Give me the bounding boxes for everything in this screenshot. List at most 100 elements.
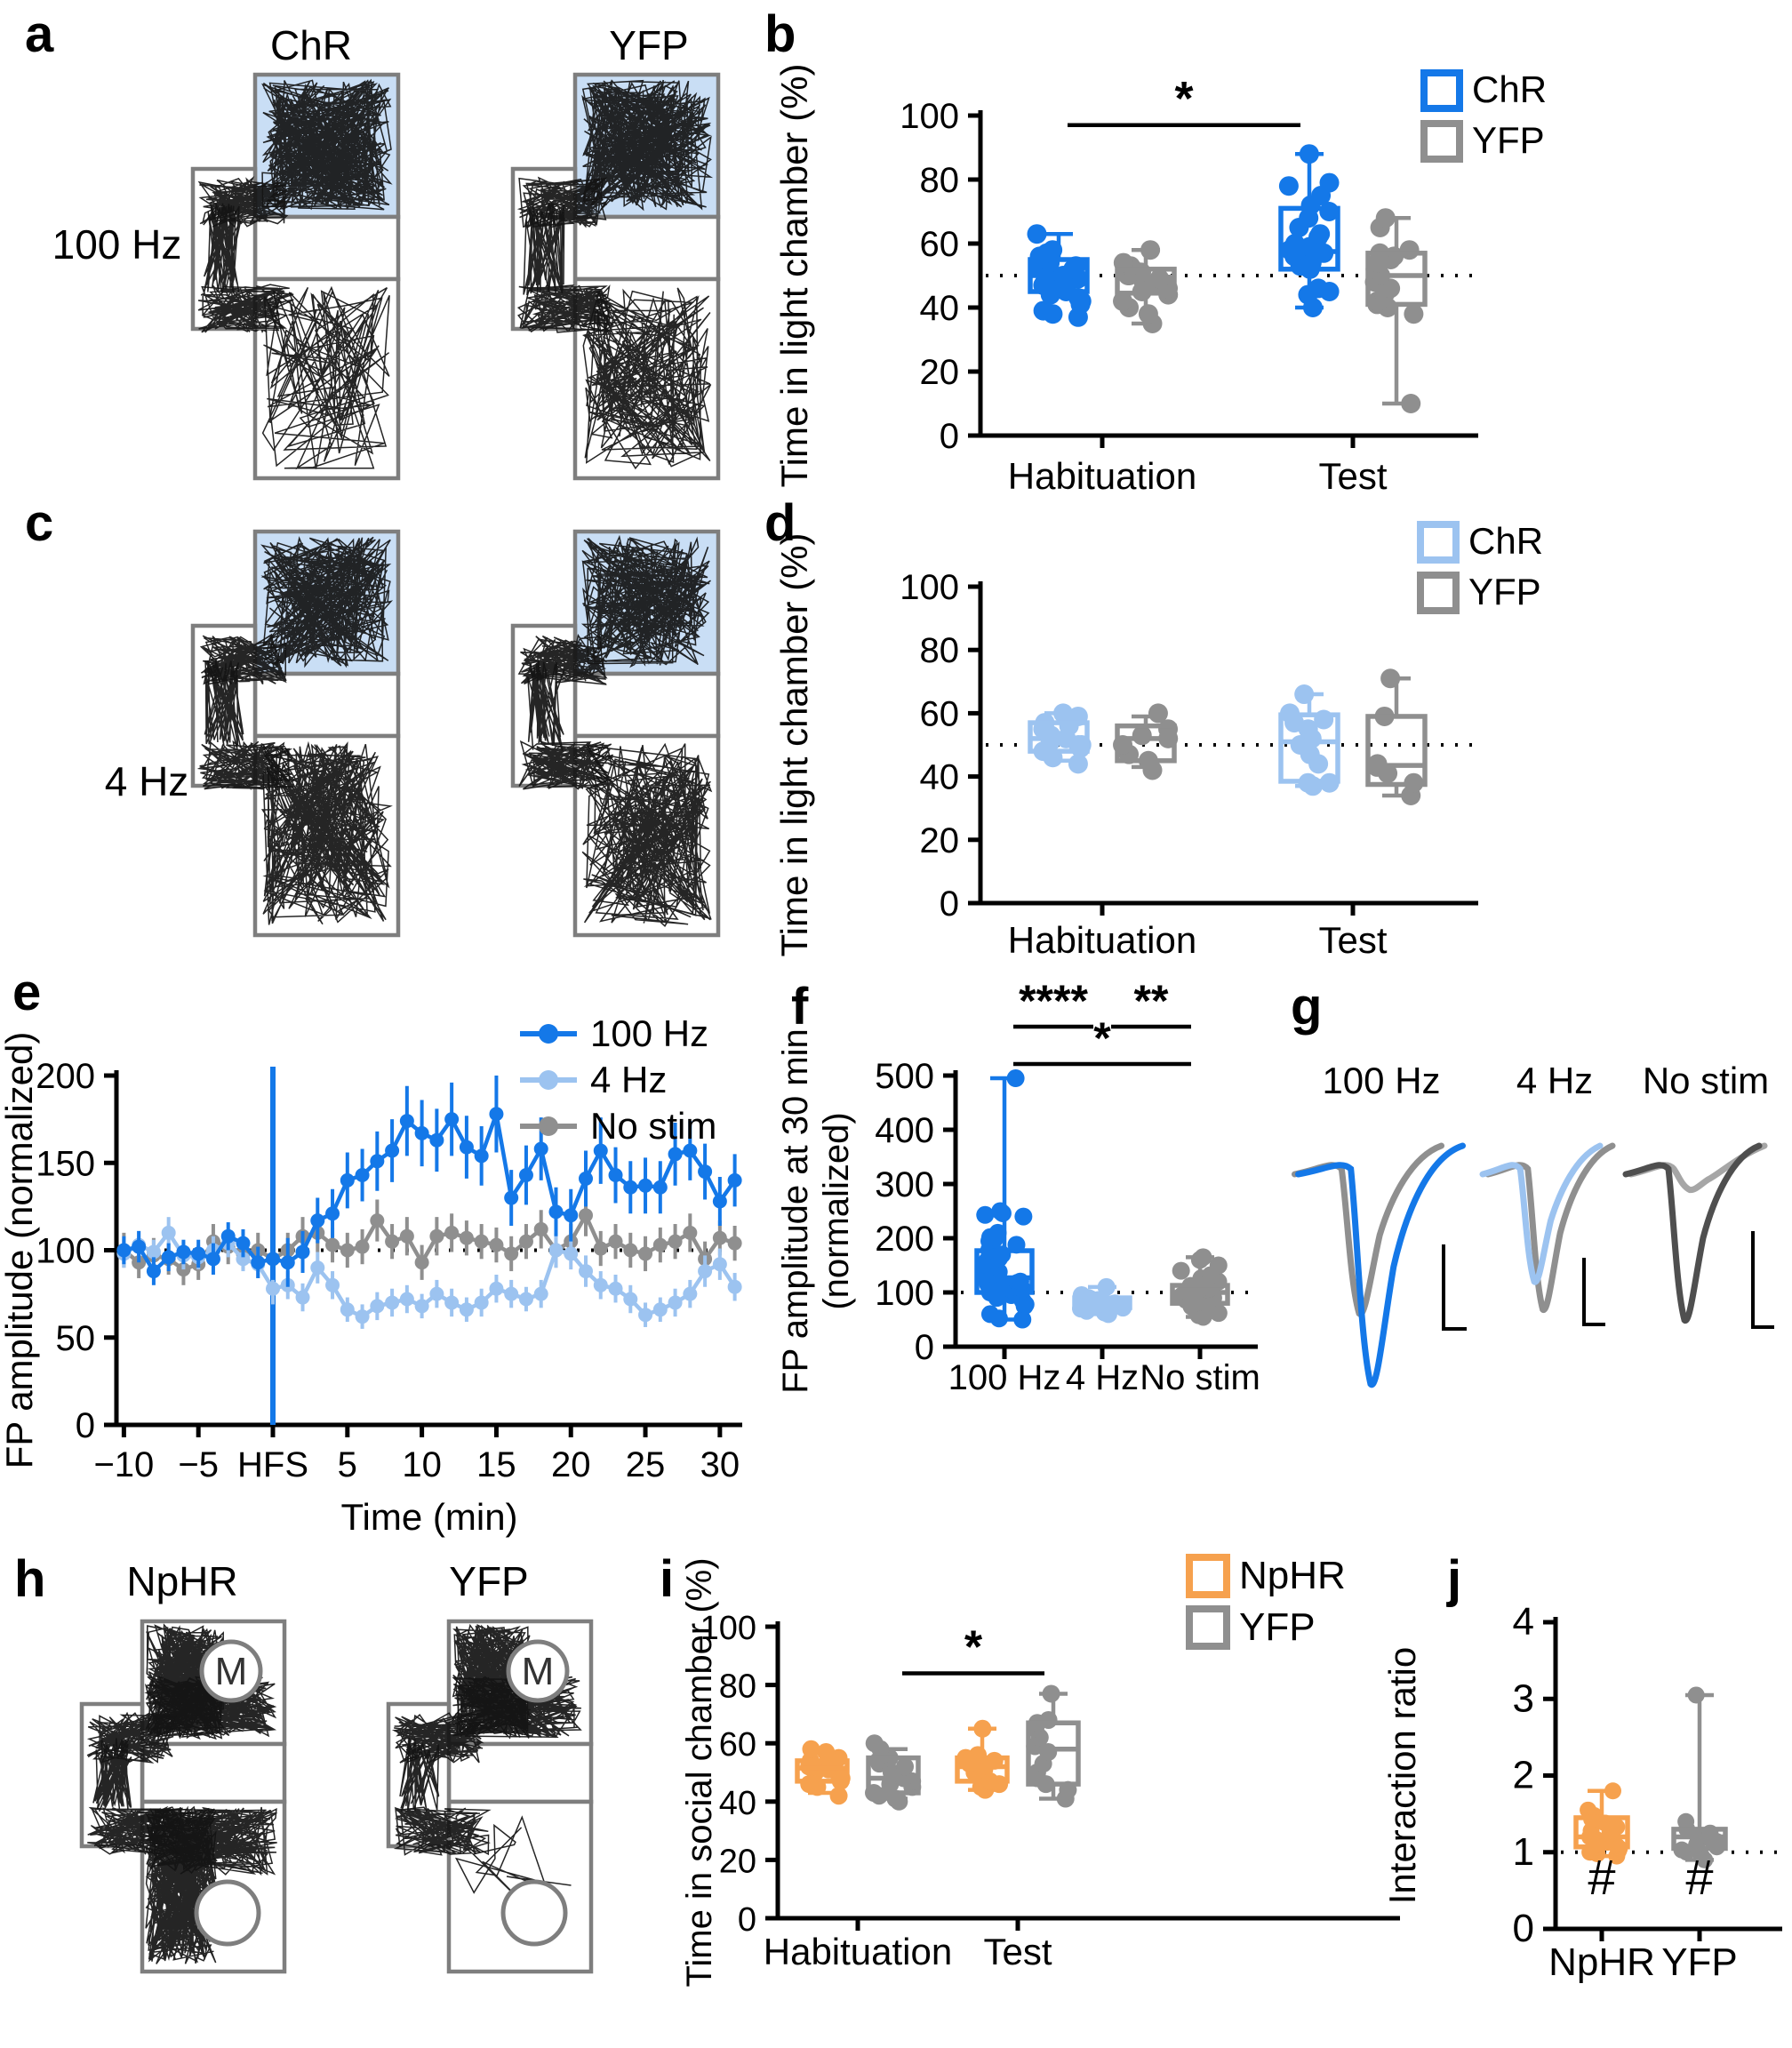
svg-text:Habituation: Habituation: [1008, 919, 1196, 961]
svg-text:100: 100: [900, 97, 959, 136]
svg-text:400: 400: [875, 1111, 934, 1150]
chart-fp-amplitude-timecourse: FP amplitude (normalized) 0 50 100 150 200 −10…: [0, 1012, 742, 1538]
svg-text:4 Hz: 4 Hz: [1066, 1358, 1139, 1397]
svg-text:−10: −10: [93, 1445, 154, 1484]
svg-text:5: 5: [338, 1445, 357, 1484]
svg-text:40: 40: [719, 1785, 756, 1822]
svg-text:Test: Test: [983, 1931, 1052, 1972]
svg-text:30: 30: [700, 1445, 740, 1484]
svg-text:200: 200: [36, 1057, 95, 1096]
svg-text:FP amplitude (normalized): FP amplitude (normalized): [0, 1032, 40, 1469]
svg-text:*: *: [1174, 72, 1193, 125]
svg-text:3: 3: [1513, 1676, 1534, 1720]
panel-letter-g: g: [1291, 978, 1323, 1036]
track-plot-c-yfp: [510, 529, 721, 938]
svg-text:0: 0: [940, 417, 959, 456]
svg-text:YFP: YFP: [1661, 1940, 1738, 1984]
svg-text:Time (min): Time (min): [340, 1496, 517, 1538]
svg-text:(normalized): (normalized): [817, 1112, 856, 1309]
svg-text:M: M: [522, 1650, 555, 1693]
svg-text:100: 100: [875, 1274, 934, 1313]
svg-text:80: 80: [920, 161, 960, 200]
svg-text:YFP: YFP: [1472, 119, 1545, 161]
svg-text:ChR: ChR: [1468, 520, 1543, 562]
panel-letter-c: c: [25, 494, 54, 552]
svg-text:20: 20: [920, 353, 960, 392]
svg-text:No stim: No stim: [1140, 1358, 1260, 1397]
svg-text:NpHR: NpHR: [1548, 1940, 1655, 1984]
svg-text:80: 80: [719, 1668, 756, 1706]
svg-text:100 Hz: 100 Hz: [1322, 1060, 1440, 1101]
track-plot-a-chr: [190, 72, 401, 481]
track-plot-h-nphr: M: [79, 1619, 287, 1974]
chart-interaction-ratio: Interaction ratio 0 1 2 3 4 NpHR YFP # #: [1381, 1600, 1782, 1984]
panel-a-row-label: 100 Hz: [52, 221, 182, 268]
panel-a-header-chr: ChR: [269, 22, 353, 68]
svg-text:**: **: [1134, 976, 1169, 1026]
svg-text:20: 20: [920, 821, 960, 860]
panel-letter-j: j: [1447, 1550, 1462, 1608]
track-plot-h-yfp: M: [386, 1619, 594, 1974]
track-plot-a-yfp: [510, 72, 721, 481]
svg-text:25: 25: [626, 1445, 666, 1484]
svg-text:0: 0: [76, 1406, 95, 1445]
svg-text:100: 100: [900, 568, 959, 607]
svg-text:15: 15: [476, 1445, 516, 1484]
svg-text:Time in light chamber (%): Time in light chamber (%): [773, 533, 815, 957]
svg-text:200: 200: [875, 1220, 934, 1259]
svg-text:150: 150: [36, 1144, 95, 1183]
svg-text:4 Hz: 4 Hz: [590, 1059, 667, 1100]
track-plot-c-chr: [190, 529, 401, 938]
panel-letter-e: e: [12, 964, 42, 1021]
svg-text:0: 0: [915, 1328, 934, 1367]
svg-text:YFP: YFP: [1239, 1605, 1316, 1649]
svg-text:****: ****: [1019, 976, 1088, 1026]
svg-text:*: *: [964, 1621, 983, 1673]
svg-text:No stim: No stim: [1643, 1060, 1769, 1101]
chart-fp-amplitude-30min: FP amplitude at 30 min (normalized) 0 100 20…: [776, 976, 1260, 1397]
svg-text:300: 300: [875, 1165, 934, 1204]
svg-text:100 Hz: 100 Hz: [590, 1012, 708, 1054]
chart-time-in-social-chamber: Time in social chamber (%) 0 20 40 60 80 100 Ha…: [680, 1554, 1400, 1988]
svg-text:Time in light chamber (%): Time in light chamber (%): [773, 64, 815, 488]
svg-text:20: 20: [551, 1445, 591, 1484]
svg-text:100: 100: [36, 1232, 95, 1271]
svg-text:No stim: No stim: [590, 1105, 716, 1147]
svg-text:4 Hz: 4 Hz: [1516, 1060, 1593, 1101]
chart-time-in-light-chamber-4hz: Time in light chamber (%) 0 20 40 60 80 100 Hab…: [773, 520, 1543, 961]
svg-text:−5: −5: [178, 1445, 219, 1484]
svg-text:Time in social chamber (%): Time in social chamber (%): [680, 1557, 719, 1987]
panel-letter-h: h: [14, 1550, 46, 1608]
svg-text:40: 40: [920, 289, 960, 328]
svg-text:500: 500: [875, 1057, 934, 1096]
svg-text:HFS: HFS: [237, 1445, 308, 1484]
svg-text:*: *: [1093, 1013, 1111, 1063]
panel-letter-f: f: [791, 978, 809, 1036]
panel-letter-b: b: [764, 5, 796, 63]
svg-text:0: 0: [1513, 1907, 1534, 1950]
svg-text:50: 50: [56, 1319, 96, 1358]
svg-text:0: 0: [940, 884, 959, 924]
svg-text:20: 20: [719, 1843, 756, 1880]
svg-text:Habituation: Habituation: [764, 1931, 952, 1972]
chart-fp-traces: 100 Hz 4 Hz No stim: [1292, 1060, 1774, 1388]
svg-text:#: #: [1685, 1849, 1713, 1905]
svg-text:0: 0: [738, 1901, 756, 1939]
svg-text:60: 60: [719, 1726, 756, 1764]
panel-letter-a: a: [25, 5, 54, 63]
svg-text:M: M: [215, 1650, 248, 1693]
panel-h-header-yfp: YFP: [449, 1558, 529, 1604]
svg-text:4: 4: [1513, 1600, 1534, 1644]
panel-c-row-label: 4 Hz: [104, 758, 189, 804]
svg-text:10: 10: [402, 1445, 442, 1484]
svg-text:100: 100: [700, 1610, 756, 1647]
svg-text:100 Hz: 100 Hz: [948, 1358, 1061, 1397]
svg-text:40: 40: [920, 758, 960, 797]
panel-letter-d: d: [764, 494, 796, 552]
svg-text:ChR: ChR: [1472, 68, 1547, 110]
svg-text:60: 60: [920, 225, 960, 264]
chart-time-in-light-chamber-100hz: Time in light chamber (%) 0 20 40 60 80 100 Hab…: [773, 64, 1547, 497]
svg-text:#: #: [1588, 1849, 1615, 1905]
svg-text:FP amplitude at 30 min: FP amplitude at 30 min: [776, 1028, 815, 1394]
